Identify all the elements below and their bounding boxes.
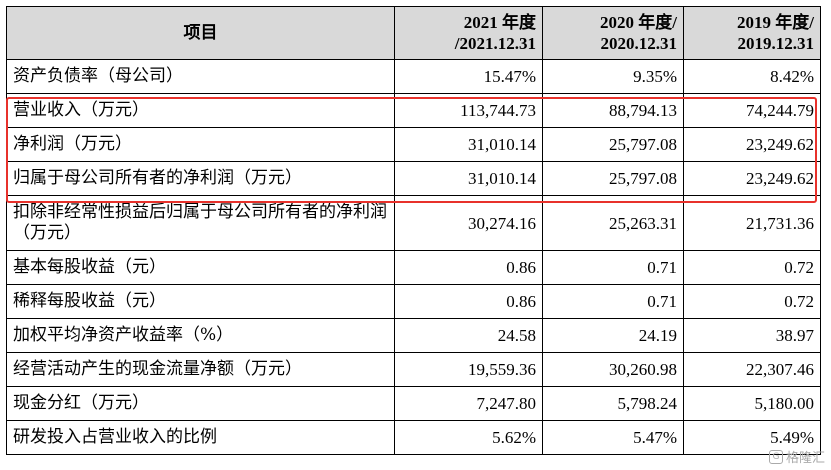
cell-2020: 25,797.08 [542,161,684,196]
cell-2019: 23,249.62 [683,161,821,196]
cell-2021: 31,010.14 [394,161,543,196]
table-row: 营业收入（万元） 113,744.73 88,794.13 74,244.79 [6,93,821,128]
cell-2020: 0.71 [542,250,684,285]
cell-2020: 24.19 [542,318,684,353]
row-label: 基本每股收益（元） [6,250,395,285]
row-label: 现金分红（万元） [6,386,395,421]
cell-2020: 5.47% [542,420,684,455]
cell-2021: 0.86 [394,284,543,319]
table-row: 研发投入占营业收入的比例 5.62% 5.47% 5.49% [6,420,821,455]
watermark-logo-icon: G [768,449,783,464]
cell-2020: 9.35% [542,59,684,94]
cell-2019: 74,244.79 [683,93,821,128]
cell-2021: 0.86 [394,250,543,285]
row-label: 研发投入占营业收入的比例 [6,420,395,455]
cell-2021: 5.62% [394,420,543,455]
cell-2019: 22,307.46 [683,352,821,387]
table-row: 净利润（万元） 31,010.14 25,797.08 23,249.62 [6,127,821,162]
row-label: 加权平均净资产收益率（%） [6,318,395,353]
table-header-row: 项目 2021 年度/2021.12.31 2020 年度/2020.12.31… [6,6,821,60]
watermark-text: 格隆汇 [785,451,825,466]
table-row: 经营活动产生的现金流量净额（万元） 19,559.36 30,260.98 22… [6,352,821,387]
cell-2020: 5,798.24 [542,386,684,421]
cell-2021: 7,247.80 [394,386,543,421]
cell-2021: 31,010.14 [394,127,543,162]
cell-2019: 8.42% [683,59,821,94]
row-label: 稀释每股收益（元） [6,284,395,319]
header-2021: 2021 年度/2021.12.31 [394,6,543,60]
cell-2019: 38.97 [683,318,821,353]
cell-2019: 0.72 [683,284,821,319]
table-row: 扣除非经常性损益后归属于母公司所有者的净利润（万元） 30,274.16 25,… [6,195,821,251]
cell-2019: 5,180.00 [683,386,821,421]
cell-2019: 23,249.62 [683,127,821,162]
cell-2020: 0.71 [542,284,684,319]
table-row: 基本每股收益（元） 0.86 0.71 0.72 [6,250,821,285]
table-row: 加权平均净资产收益率（%） 24.58 24.19 38.97 [6,318,821,353]
cell-2020: 88,794.13 [542,93,684,128]
watermark: G 格隆汇 [768,447,825,466]
cell-2019: 5.49% [683,420,821,455]
cell-2021: 113,744.73 [394,93,543,128]
header-item: 项目 [6,6,395,60]
table-row: 资产负债率（母公司） 15.47% 9.35% 8.42% [6,59,821,94]
cell-2019: 21,731.36 [683,195,821,251]
table-row: 现金分红（万元） 7,247.80 5,798.24 5,180.00 [6,386,821,421]
row-label: 经营活动产生的现金流量净额（万元） [6,352,395,387]
cell-2020: 30,260.98 [542,352,684,387]
cell-2019: 0.72 [683,250,821,285]
cell-2021: 19,559.36 [394,352,543,387]
cell-2020: 25,263.31 [542,195,684,251]
cell-2020: 25,797.08 [542,127,684,162]
cell-2021: 15.47% [394,59,543,94]
table-row: 归属于母公司所有者的净利润（万元） 31,010.14 25,797.08 23… [6,161,821,196]
header-2020: 2020 年度/2020.12.31 [542,6,684,60]
cell-2021: 30,274.16 [394,195,543,251]
financial-table: 项目 2021 年度/2021.12.31 2020 年度/2020.12.31… [6,6,821,455]
header-2019: 2019 年度/2019.12.31 [683,6,821,60]
cell-2021: 24.58 [394,318,543,353]
row-label: 扣除非经常性损益后归属于母公司所有者的净利润（万元） [6,195,395,251]
row-label: 资产负债率（母公司） [6,59,395,94]
row-label: 营业收入（万元） [6,93,395,128]
row-label: 净利润（万元） [6,127,395,162]
row-label: 归属于母公司所有者的净利润（万元） [6,161,395,196]
table-row: 稀释每股收益（元） 0.86 0.71 0.72 [6,284,821,319]
